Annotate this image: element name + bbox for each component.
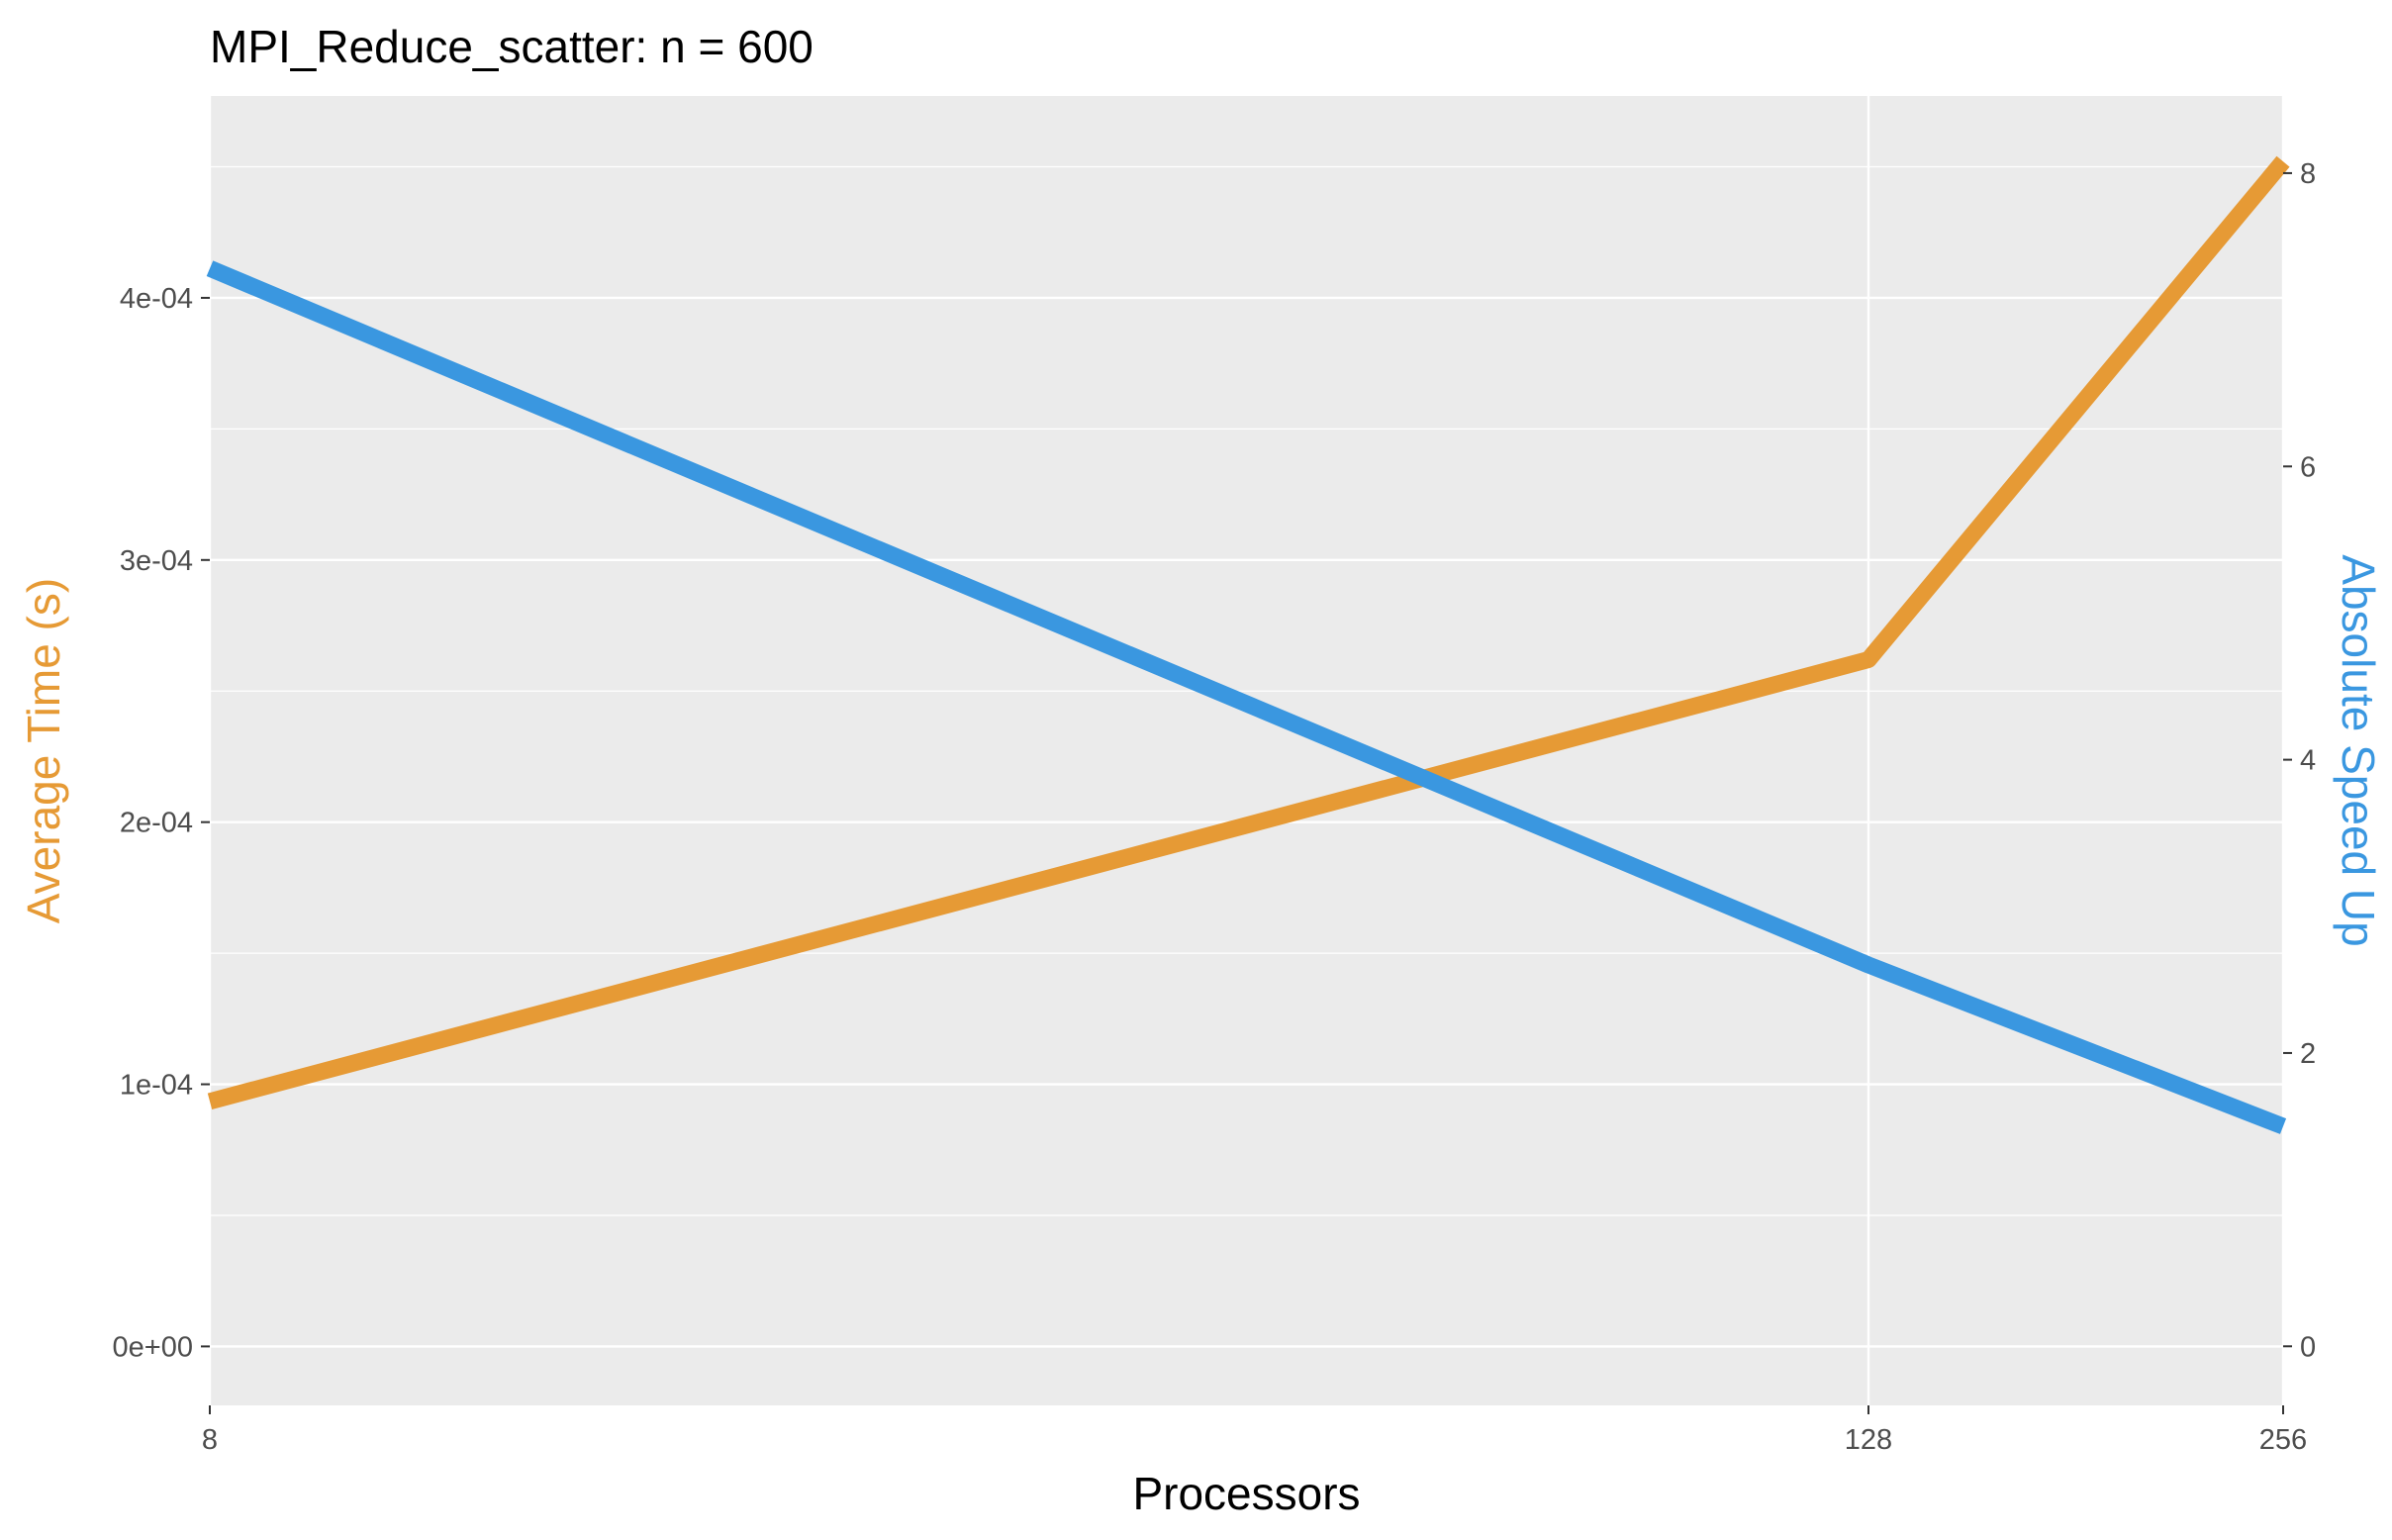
axes: 0e+00 1e-04 2e-04 3e-04 4e-04 0 2 4 6 8 8 128 256 xyxy=(113,158,2317,1456)
plot-panel xyxy=(210,96,2283,1405)
y-axis-left-title: Average Time (s) xyxy=(18,578,69,923)
time-series-line xyxy=(207,155,2290,1110)
y-left-tick-label: 0e+00 xyxy=(113,1331,193,1363)
y-left-tick-label: 2e-04 xyxy=(120,808,193,839)
y-left-tick-label: 1e-04 xyxy=(120,1070,193,1102)
y-left-tick-label: 4e-04 xyxy=(120,283,193,315)
y-right-tick-label: 6 xyxy=(2300,451,2316,483)
y-left-tick-label: 3e-04 xyxy=(120,545,193,577)
series-layer xyxy=(206,155,2290,1134)
speedup-series-line xyxy=(206,260,2287,1134)
grid-lines xyxy=(208,96,2285,1405)
y-axis-right-title: Absolute Speed Up xyxy=(2333,554,2384,946)
x-tick-label: 128 xyxy=(1845,1424,1892,1456)
x-tick-label: 8 xyxy=(202,1424,218,1456)
x-axis-title: Processors xyxy=(1132,1468,1360,1519)
x-tick-label: 256 xyxy=(2259,1424,2307,1456)
y-right-tick-label: 4 xyxy=(2300,745,2316,777)
chart-title: MPI_Reduce_scatter: n = 600 xyxy=(210,21,813,72)
y-right-tick-label: 8 xyxy=(2300,158,2316,190)
y-right-tick-label: 0 xyxy=(2300,1331,2316,1363)
y-right-tick-label: 2 xyxy=(2300,1038,2316,1070)
